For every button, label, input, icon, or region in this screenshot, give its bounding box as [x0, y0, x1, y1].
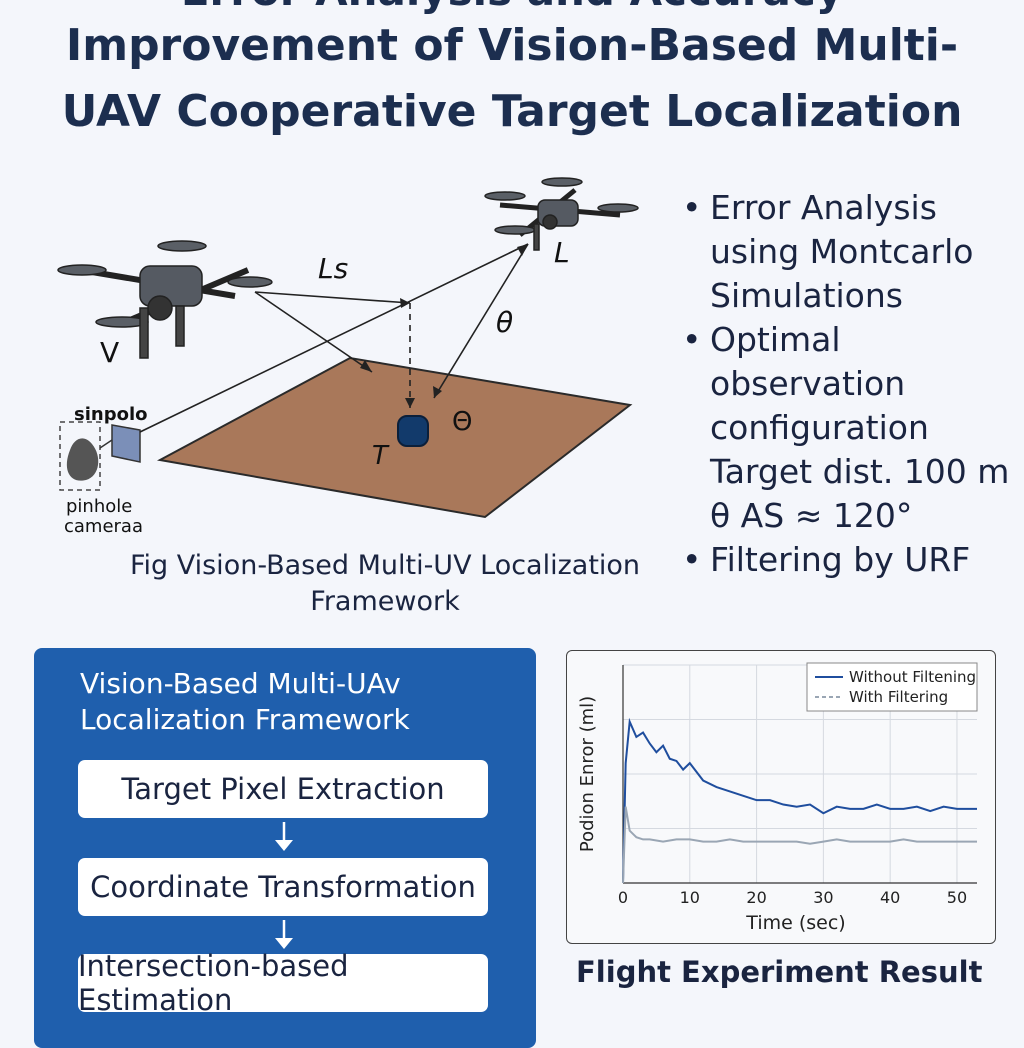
down-arrow-icon: [275, 822, 293, 851]
label-ls: Ls: [318, 252, 348, 285]
bullet-line: using Montcarlo: [710, 232, 974, 271]
bullet-line: Filtering by URF: [710, 540, 971, 579]
ground-plane: [156, 356, 633, 519]
bullet-line: configuration: [710, 408, 929, 447]
chart-caption: Flight Experiment Result: [576, 955, 983, 989]
localization-scene: Ls L θ V T Θ sinpolo pinhole cameraa: [57, 177, 639, 537]
title-line-1: Improvement of Vision-Based Multi-: [65, 20, 959, 71]
error-chart: 0 10 20 30 40 50 Time (sec) Podion Enror (ml) Wi…: [577, 662, 978, 934]
bullet-line: Target dist. 100 m: [710, 452, 1010, 491]
legend-label: Without Filtening: [849, 668, 976, 686]
figure-caption-line-1: Fig Vision-Based Multi-UV Localization: [129, 550, 641, 581]
drone-v-icon: [57, 240, 273, 359]
chart-frame: 0 10 20 30 40 50 Time (sec) Podion Enror (ml) Wi…: [566, 650, 996, 944]
framework-title-line-2: Localization Framework: [80, 703, 410, 736]
down-arrow-icon: [275, 920, 293, 949]
x-tick-label: 40: [880, 888, 900, 907]
step-target-pixel-extraction: Target Pixel Extraction: [78, 760, 488, 818]
label-pinhole-2: cameraa: [64, 516, 143, 537]
bullet-item: • Error Analysis using Montcarlo Simulat…: [682, 186, 1022, 318]
y-axis-label: Podion Enror (ml): [577, 696, 598, 852]
title-line-2: UAV Cooperative Target Localization: [61, 86, 963, 137]
framework-title: Vision-Based Multi-UAv Localization Fram…: [34, 666, 536, 738]
bullet-list: • Error Analysis using Montcarlo Simulat…: [682, 186, 1022, 582]
framework-title-line-1: Vision-Based Multi-UAv: [80, 667, 401, 700]
bullet-line: observation: [710, 364, 906, 403]
figure-caption: Fig Vision-Based Multi-UV Localization F…: [100, 548, 670, 620]
label-theta2: Θ: [452, 407, 472, 437]
drone-l-icon: [484, 177, 639, 251]
bullet-line: θ AS ≈ 120°: [710, 496, 913, 535]
bullet-dot: •: [682, 540, 702, 579]
pinhole-camera-icon: [59, 421, 141, 491]
label-theta: θ: [496, 306, 513, 339]
framework-panel: Vision-Based Multi-UAv Localization Fram…: [34, 648, 536, 1048]
label-v: V: [100, 336, 119, 369]
label-l: L: [554, 236, 570, 269]
label-t: T: [372, 441, 390, 471]
step-intersection-based-estimation: Intersection-based Estimation: [78, 949, 488, 1017]
x-tick-label: 0: [618, 888, 628, 907]
x-tick-label: 30: [813, 888, 833, 907]
bullet-dot: •: [682, 188, 702, 227]
bullet-dot: •: [682, 320, 702, 359]
bullet-item: • Filtering by URF: [682, 538, 1022, 582]
label-sinpolo: sinpolo: [74, 404, 148, 425]
bullet-line: Optimal: [710, 320, 841, 359]
series-line-2: [622, 806, 977, 884]
x-tick-label: 10: [680, 888, 700, 907]
x-tick-label: 20: [746, 888, 766, 907]
target-marker: [397, 415, 429, 447]
title-line-0: Error Analysis and Accuracy: [0, 0, 1024, 15]
x-tick-label: 50: [947, 888, 967, 907]
x-axis-label: Time (sec): [745, 912, 845, 934]
legend-box: [806, 662, 978, 712]
figure-caption-line-2: Framework: [310, 586, 460, 617]
bullet-line: Simulations: [710, 276, 903, 315]
bullet-item: • Optimal observation configuration: [682, 318, 1022, 450]
bullet-line: Error Analysis: [710, 188, 937, 227]
label-pinhole-1: pinhole: [66, 496, 132, 517]
step-coordinate-transformation: Coordinate Transformation: [78, 858, 488, 916]
bullet-item: Target dist. 100 m θ AS ≈ 120°: [682, 450, 1022, 538]
series-line-1: [622, 717, 977, 884]
legend-label: With Filtering: [849, 688, 948, 706]
